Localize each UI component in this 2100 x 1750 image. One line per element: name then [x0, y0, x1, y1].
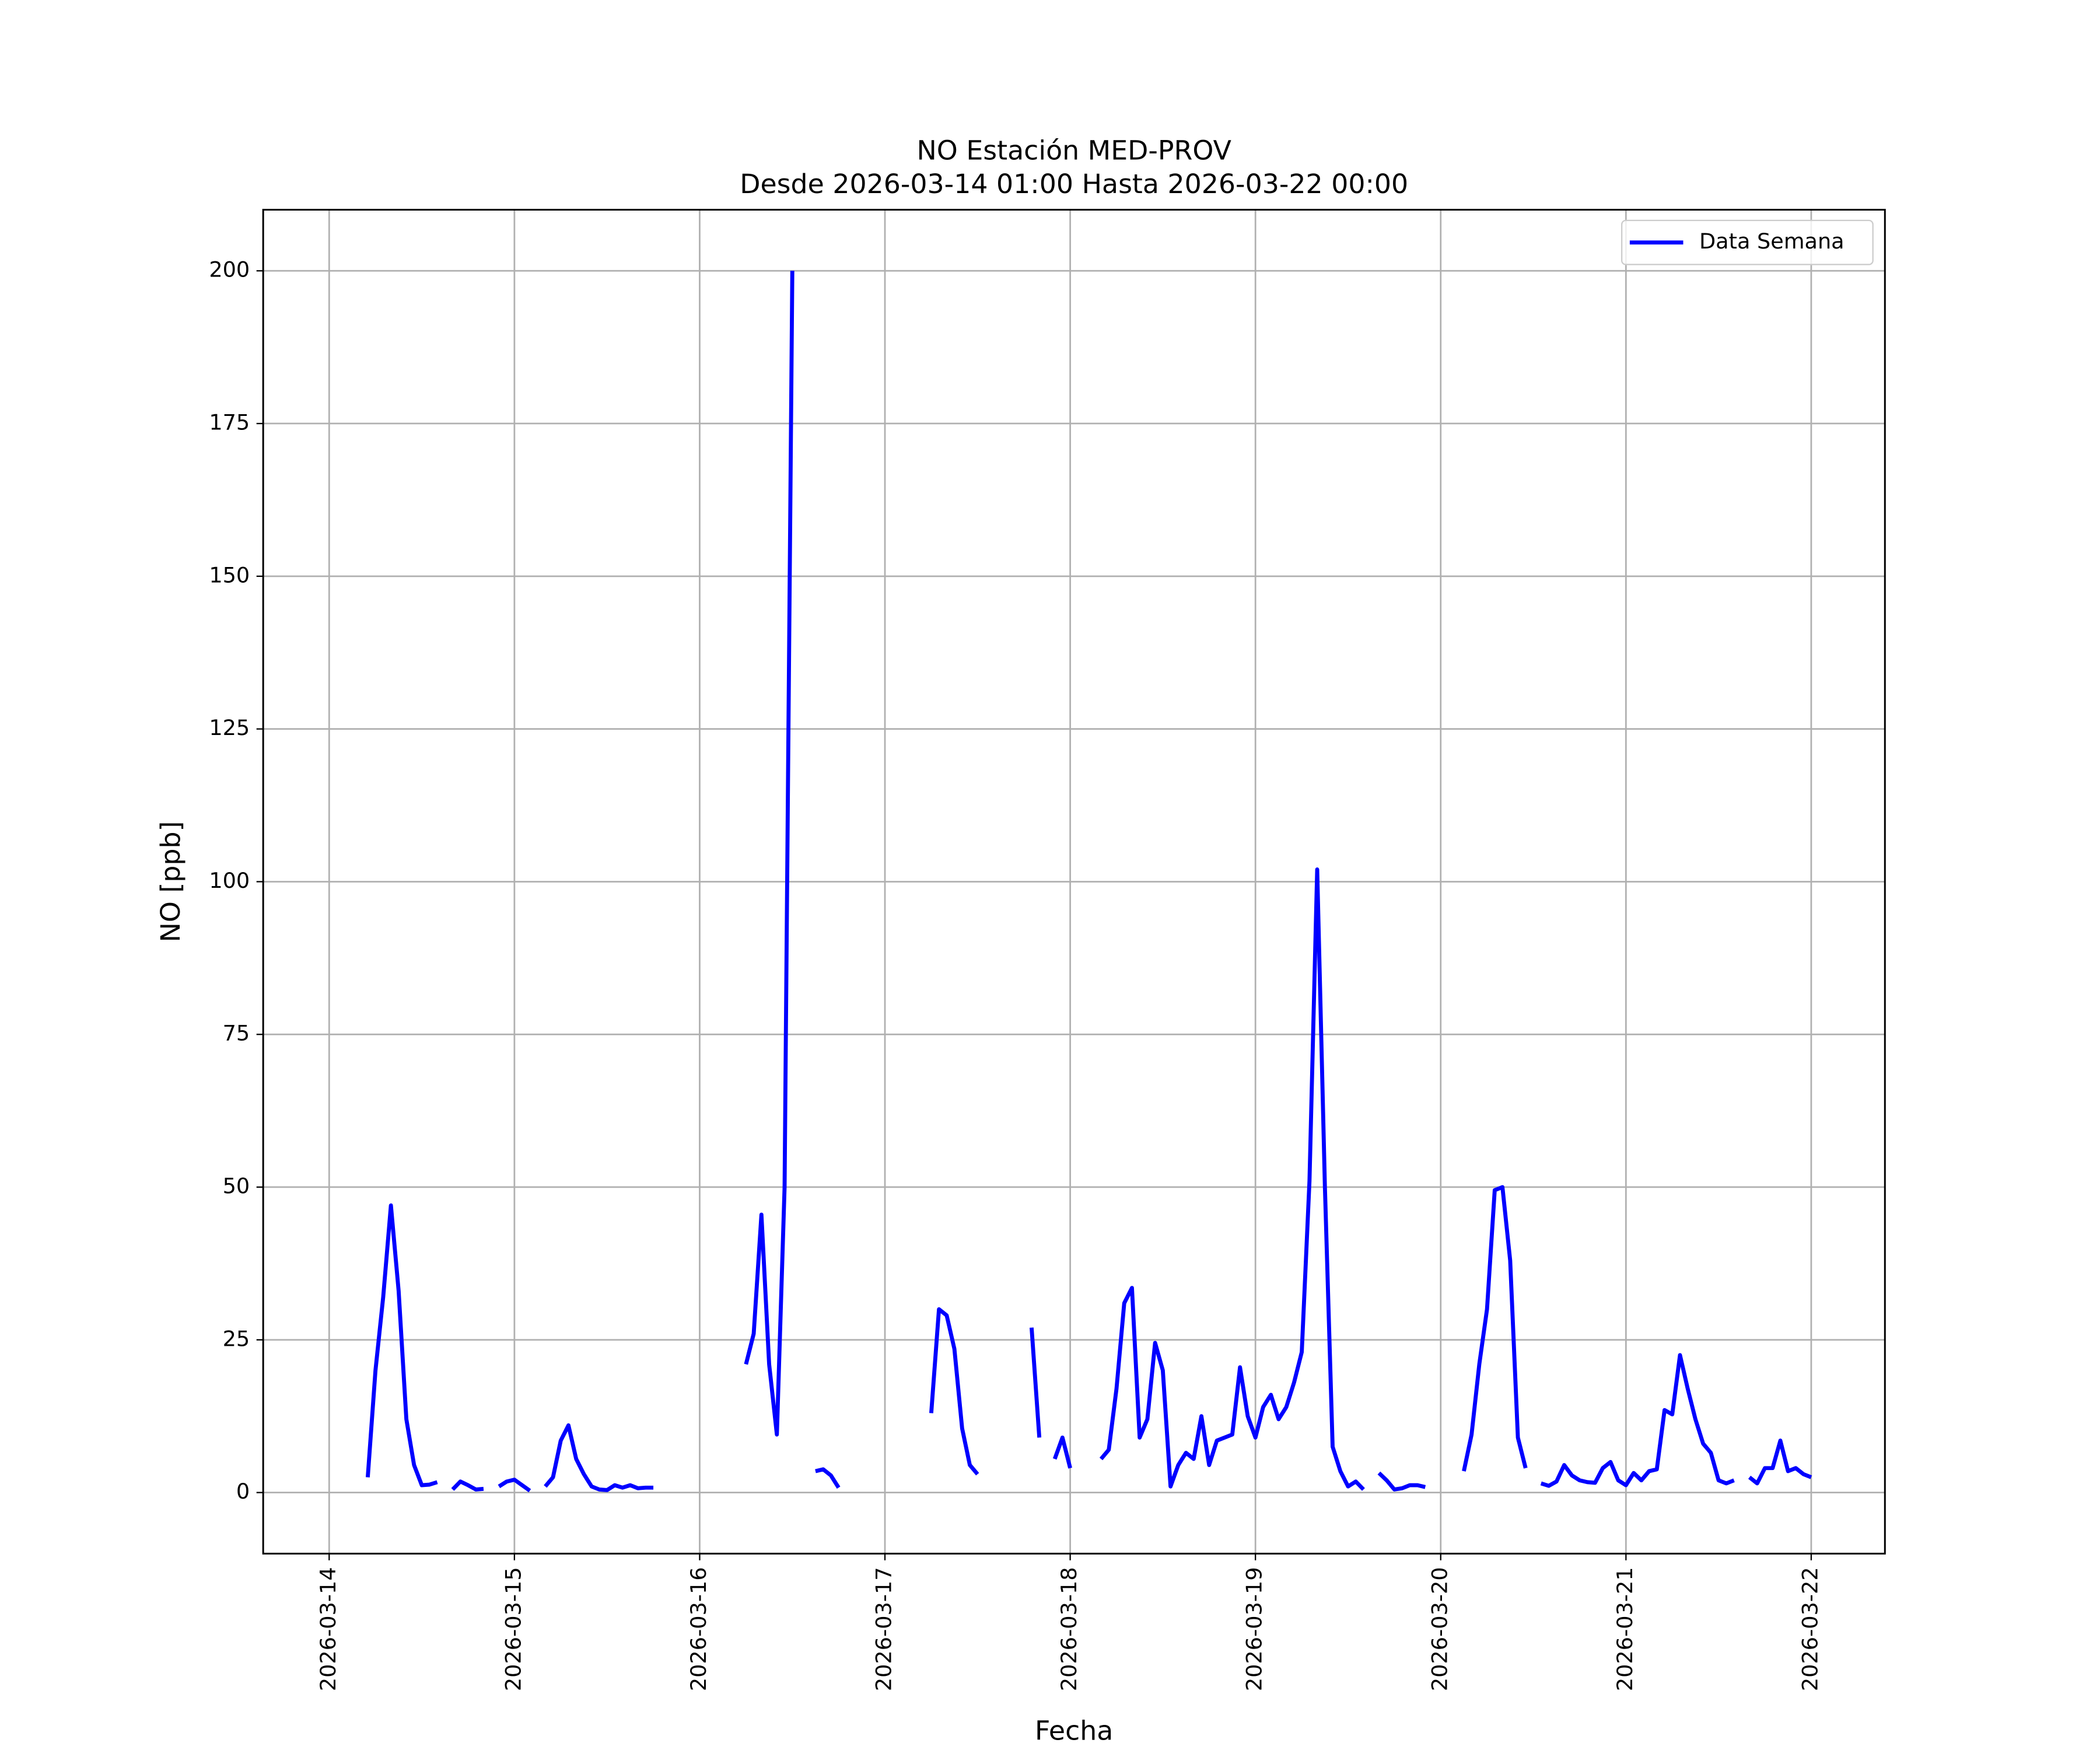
chart-subtitle: Desde 2026-03-14 01:00 Hasta 2026-03-22 … [740, 168, 1408, 200]
data-line [366, 271, 1812, 1493]
y-tick-label: 175 [209, 410, 250, 435]
x-tick-label: 2026-03-22 [1797, 1567, 1822, 1691]
y-tick-label: 200 [209, 257, 250, 282]
x-tick-label: 2026-03-20 [1427, 1567, 1452, 1691]
x-tick-label: 2026-03-16 [686, 1567, 711, 1691]
x-tick-label: 2026-03-17 [872, 1567, 897, 1691]
legend-label: Data Semana [1699, 229, 1845, 254]
y-tick-label: 25 [223, 1326, 250, 1351]
x-tick-label: 2026-03-14 [316, 1567, 341, 1691]
chart-title: NO Estación MED-PROV [917, 135, 1231, 166]
x-tick-label: 2026-03-15 [501, 1567, 526, 1691]
y-tick-label: 125 [209, 715, 250, 740]
x-tick-label: 2026-03-19 [1242, 1567, 1267, 1691]
x-tick-label: 2026-03-21 [1612, 1567, 1637, 1691]
y-tick-label: 150 [209, 562, 250, 587]
plot-frame [262, 209, 1886, 1555]
x-tick-label: 2026-03-18 [1056, 1567, 1082, 1691]
y-tick-label: 50 [223, 1174, 250, 1199]
y-axis-label: NO [ppb] [155, 821, 186, 943]
legend-box [1621, 219, 1874, 265]
x-axis-label: Fecha [1035, 1715, 1113, 1746]
y-tick-label: 100 [209, 868, 250, 893]
y-tick-label: 75 [223, 1021, 250, 1046]
y-tick-label: 0 [236, 1479, 250, 1504]
